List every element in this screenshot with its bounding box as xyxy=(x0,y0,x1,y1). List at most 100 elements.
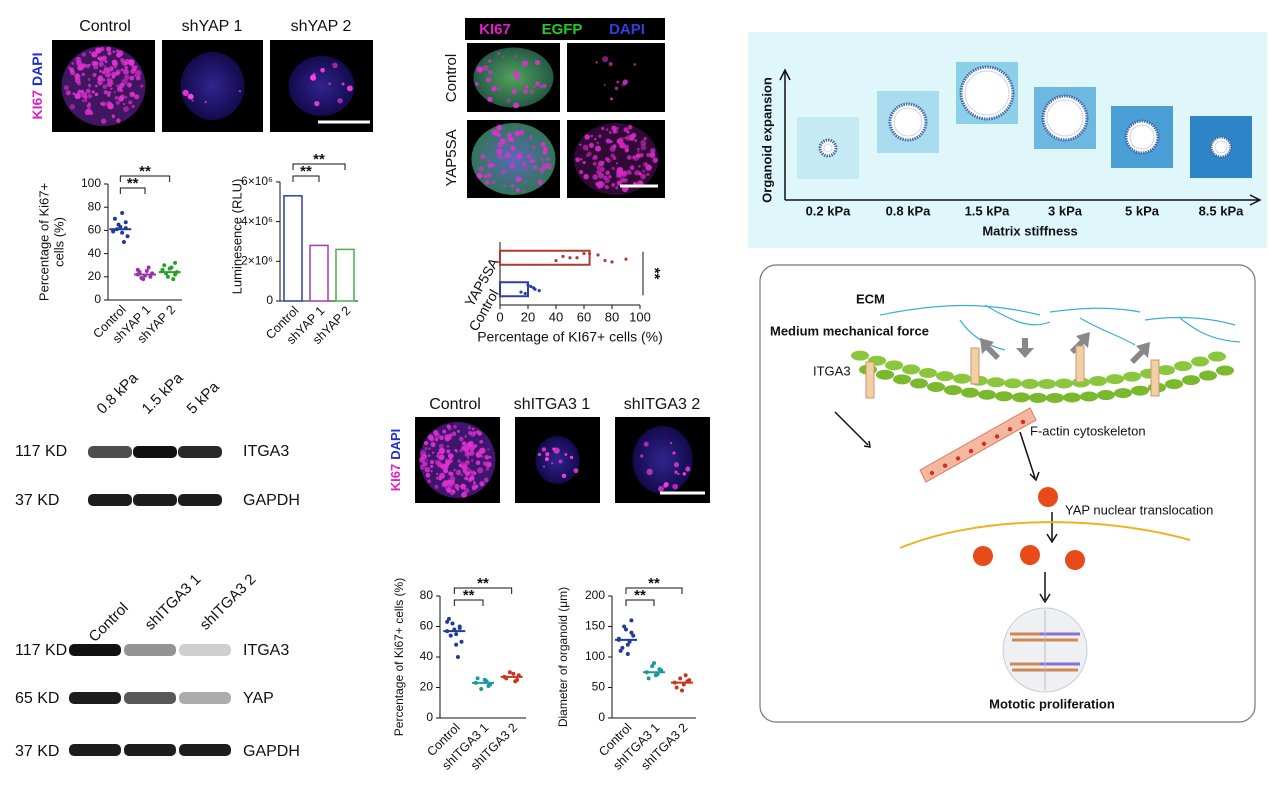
data-point xyxy=(646,676,651,681)
nucleus-dot xyxy=(504,144,507,147)
membrane-unit xyxy=(1157,365,1175,376)
nucleus-dot xyxy=(627,124,633,130)
y-axis-label: Percentage of Ki67+ cells (%) xyxy=(392,578,406,736)
y-tick-label: 80 xyxy=(420,588,434,602)
blot-band xyxy=(124,744,176,756)
blot-band xyxy=(133,446,177,458)
membrane-unit xyxy=(1165,379,1183,390)
nucleus-dot xyxy=(522,162,527,167)
nucleus-dot xyxy=(506,98,511,103)
significance: ** xyxy=(127,175,139,192)
nucleus-dot xyxy=(529,135,533,138)
nucleus-dot xyxy=(140,84,144,88)
blot-band xyxy=(88,446,132,458)
nucleus-dot xyxy=(518,151,522,156)
nucleus-dot xyxy=(459,449,463,453)
integrin xyxy=(1075,345,1085,383)
data-point xyxy=(588,251,592,256)
nucleus-dot xyxy=(592,174,598,180)
blot-band xyxy=(178,446,222,458)
nucleus-dot xyxy=(447,453,454,459)
nucleus-dot xyxy=(595,145,602,152)
nucleus-dot xyxy=(476,66,483,73)
nucleus-dot xyxy=(524,166,528,170)
nucleus-dot xyxy=(505,68,509,72)
nucleus-dot xyxy=(592,161,597,166)
membrane-unit xyxy=(1029,392,1047,403)
data-point xyxy=(650,664,655,669)
nucleus-dot xyxy=(483,174,487,179)
blot-band xyxy=(124,644,176,656)
nucleus-dot xyxy=(93,64,99,70)
nucleus-dot xyxy=(633,63,637,66)
blot-band xyxy=(69,692,121,704)
nucleus-dot xyxy=(673,462,679,468)
nucleus-dot xyxy=(626,155,632,160)
x-tick-label: 40 xyxy=(549,309,563,324)
nucleus-dot xyxy=(76,81,82,86)
nucleus-dot xyxy=(569,455,574,460)
nucleus-dot xyxy=(545,452,550,457)
nucleus-dot xyxy=(129,75,135,81)
nucleus-dot xyxy=(682,472,686,476)
blot-band xyxy=(88,494,132,506)
nucleus-dot xyxy=(425,472,431,478)
nucleus-dot xyxy=(605,158,608,161)
axis-arrows xyxy=(779,68,1262,206)
nucleus-dot xyxy=(88,85,91,88)
nucleus-dot xyxy=(605,138,611,144)
actin-filament xyxy=(919,407,1037,483)
nucleus-dot xyxy=(461,491,467,498)
nucleus-dot xyxy=(126,82,132,88)
data-point xyxy=(652,661,656,666)
nucleus-dot xyxy=(605,170,610,176)
membrane-unit xyxy=(995,391,1013,402)
nucleus-dot xyxy=(77,89,82,95)
blot-band xyxy=(179,744,231,756)
nucleus-dot xyxy=(101,101,106,107)
nucleus-dot xyxy=(427,479,432,484)
nucleus-dot xyxy=(608,62,613,66)
nucleus-dot xyxy=(632,155,636,159)
data-point xyxy=(537,289,541,293)
nucleus-dot xyxy=(652,157,658,163)
nucleus-dot xyxy=(106,81,113,88)
nucleus-dot xyxy=(635,153,641,159)
nucleus-dot xyxy=(597,180,603,186)
actin-node xyxy=(955,456,961,461)
nucleus-dot xyxy=(482,65,489,71)
nucleus-dot xyxy=(115,100,120,105)
nuclear-envelope xyxy=(899,521,1191,549)
nucleus-dot xyxy=(460,473,464,476)
nucleus-dot xyxy=(101,78,106,82)
nucleus-dot xyxy=(458,463,463,468)
membrane-unit xyxy=(902,364,920,375)
membrane-unit xyxy=(1131,385,1149,396)
membrane-unit xyxy=(1046,392,1064,403)
nucleus-dot xyxy=(464,442,467,445)
nucleus-dot xyxy=(646,153,651,158)
stain-label: KI67 DAPI xyxy=(29,52,45,119)
ecm-fibers xyxy=(879,304,1241,351)
lane-label: shITGA3 2 xyxy=(197,571,260,634)
y-tick-label: 100 xyxy=(585,649,605,663)
data-point xyxy=(629,618,634,623)
significance-bracket xyxy=(625,587,683,594)
image-label: Control xyxy=(429,396,481,413)
nucleus-dot xyxy=(551,462,554,465)
micrograph xyxy=(567,43,665,112)
nucleus-dot xyxy=(640,173,646,180)
nucleus-dot xyxy=(438,443,444,449)
outcome-label: Mototic proliferation xyxy=(989,696,1115,711)
organoid-lumen xyxy=(1214,140,1228,154)
y-tick-label: 20 xyxy=(420,680,434,694)
x-tick-label: 20 xyxy=(521,309,535,324)
nucleus-dot xyxy=(97,79,103,86)
nucleus-dot xyxy=(514,130,521,137)
nucleus-dot xyxy=(646,172,650,177)
blot-band xyxy=(69,744,121,756)
nucleus-dot xyxy=(439,454,445,460)
nucleus-dot xyxy=(111,82,114,85)
nucleus-dot xyxy=(434,459,440,465)
blot-band xyxy=(179,644,231,656)
